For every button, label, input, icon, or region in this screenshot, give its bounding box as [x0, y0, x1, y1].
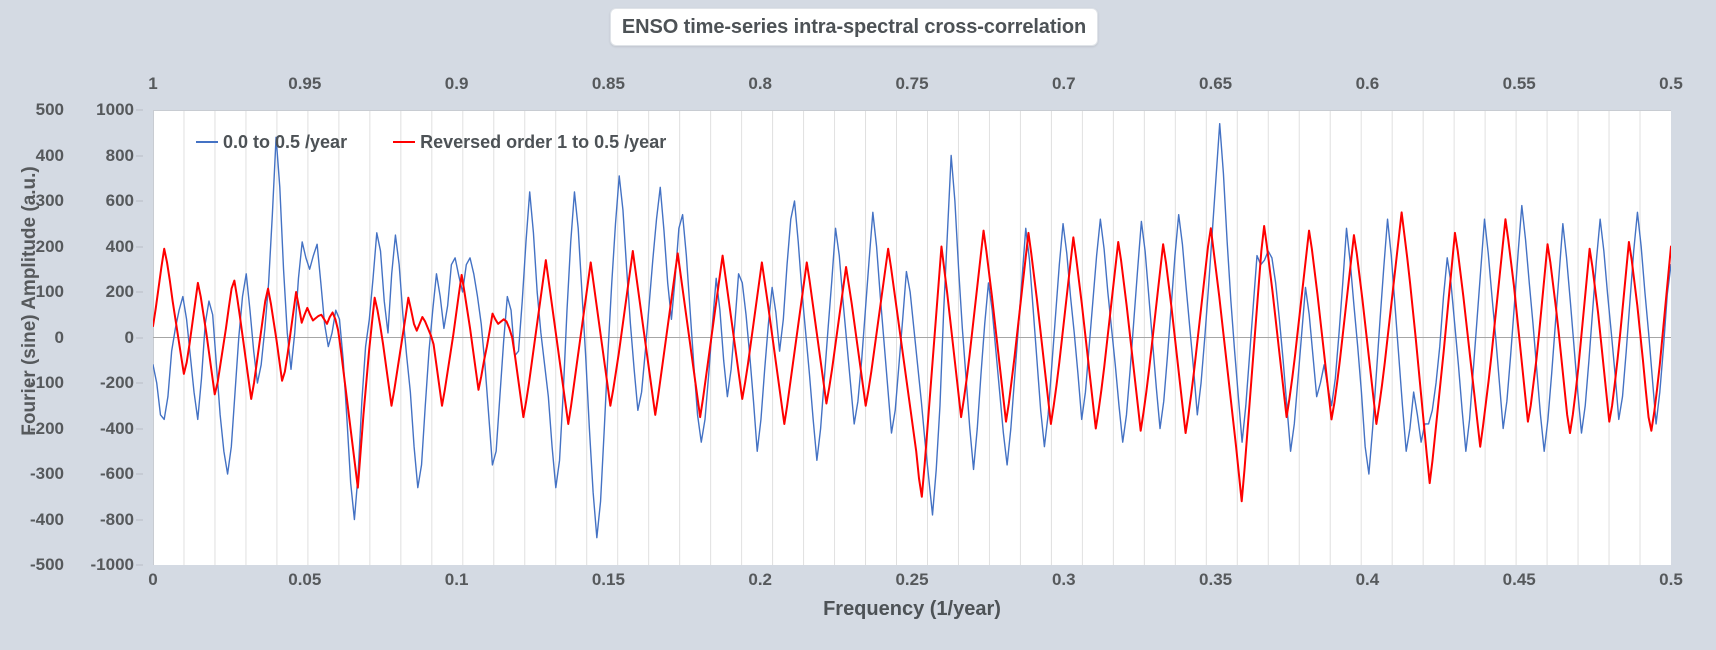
axis-tick-label: 0.15	[591, 570, 625, 589]
axis-tick-label: 0.95	[288, 74, 322, 93]
axis-tick-label: 0.45	[1502, 570, 1536, 589]
axis-tick-label: -100	[29, 373, 64, 392]
axis-tick-label: 300	[35, 191, 64, 210]
axis-tick-label: -600	[99, 464, 134, 483]
axis-tick-label: 0	[148, 570, 158, 589]
axis-tick-label: 0.7	[1051, 74, 1076, 93]
axis-tick-mark	[136, 291, 143, 293]
legend-item-blue[interactable]: 0.0 to 0.5 /year	[196, 132, 347, 153]
axis-tick-label: 0.5	[1659, 74, 1683, 93]
bottom-axis-tick-labels: 0 0.05 0.1 0.15 0.2 0.25 0.3 0.35 0.4 0.45 0.5	[148, 568, 1683, 592]
axis-tick-mark	[136, 337, 143, 338]
y-axis-secondary-tick-labels: 1000 800 600 400 200 0 -200 -400 -600 -800 -1000	[72, 100, 134, 574]
axis-tick-mark	[136, 564, 143, 566]
axis-tick-label: 400	[35, 145, 64, 165]
axis-tick-label: -200	[29, 418, 64, 438]
axis-tick-mark	[136, 200, 143, 202]
axis-tick-label: 1000	[96, 100, 134, 119]
axis-tick-label: 0.65	[1199, 74, 1233, 93]
y-axis-title: Fourier (sine) Amplitude (a.u.)	[19, 166, 40, 436]
axis-tick-label: -200	[99, 373, 134, 392]
axis-tick-label: 0	[54, 327, 64, 347]
axis-tick-label: 0.6	[1355, 74, 1380, 93]
axis-tick-mark	[136, 519, 143, 520]
chart-title: ENSO time-series intra-spectral cross-co…	[610, 8, 1098, 46]
axis-tick-label: 200	[105, 282, 134, 301]
axis-tick-label: 1	[148, 74, 158, 93]
axis-tick-label: 0.25	[895, 570, 929, 589]
x-axis-title: Frequency (1/year)	[823, 598, 1001, 620]
axis-tick-label: 600	[105, 191, 134, 210]
axis-tick-label: 0.8	[748, 74, 773, 93]
axis-tick-mark	[136, 246, 143, 247]
axis-tick-mark	[136, 428, 143, 429]
top-axis-tick-labels: 1 0.95 0.9 0.85 0.8 0.75 0.7 0.65 0.6 0.55 0.5	[148, 72, 1683, 96]
y-axis-primary-tick-labels: 500 400 300 200 100 0 -100 -200 -300 -400 -500	[2, 100, 64, 574]
axis-tick-label: 500	[35, 100, 64, 119]
axis-tick-label: 0.75	[895, 74, 929, 93]
axis-tick-label: 0.4	[1355, 570, 1380, 589]
axis-tick-label: 0.3	[1051, 570, 1076, 589]
axis-tick-mark	[136, 473, 143, 475]
series-line-blue	[153, 122, 1671, 539]
axis-tick-mark	[136, 109, 143, 111]
axis-tick-mark	[136, 382, 143, 384]
axis-tick-label: -800	[99, 509, 134, 529]
axis-tick-label: -400	[29, 509, 64, 529]
legend-label-red: Reversed order 1 to 0.5 /year	[420, 131, 667, 152]
series-line-red	[153, 211, 1671, 503]
axis-tick-label: 0.9	[444, 74, 469, 93]
legend-swatch-blue-icon	[196, 141, 218, 143]
legend-item-red[interactable]: Reversed order 1 to 0.5 /year	[393, 132, 666, 153]
axis-tick-label: 200	[35, 236, 64, 256]
axis-tick-label: 0.05	[288, 570, 322, 589]
axis-tick-label: -400	[99, 418, 134, 438]
axis-tick-label: 0.55	[1502, 74, 1536, 93]
axis-tick-label: 0.1	[444, 570, 469, 589]
axis-tick-label: 0.35	[1199, 570, 1233, 589]
axis-tick-label: 0.2	[748, 570, 773, 589]
axis-tick-label: 100	[35, 282, 64, 301]
axis-tick-label: -1000	[90, 555, 134, 574]
axis-tick-label: 800	[105, 145, 134, 165]
axis-tick-label: 0.85	[591, 74, 625, 93]
axis-tick-label: 0.5	[1659, 570, 1683, 589]
axis-tick-label: 0	[124, 327, 134, 347]
axis-tick-label: -500	[29, 555, 64, 574]
plot-area	[153, 110, 1671, 565]
legend-label-blue: 0.0 to 0.5 /year	[223, 131, 348, 152]
axis-tick-mark	[136, 155, 143, 156]
axis-tick-label: 400	[105, 236, 134, 256]
chart-legend: 0.0 to 0.5 /year Reversed order 1 to 0.5…	[196, 128, 666, 156]
plot-svg	[153, 110, 1671, 565]
legend-swatch-red-icon	[393, 141, 416, 143]
axis-tick-label: -300	[29, 464, 64, 483]
